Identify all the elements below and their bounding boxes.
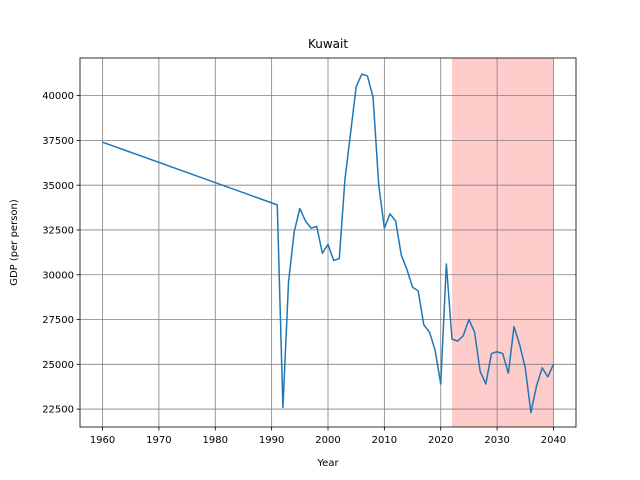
x-tick-label: 1980: [203, 435, 228, 446]
x-axis-ticks: 1960 1970 1980 1990 2000 2010 2020 2030 2040: [90, 427, 566, 446]
x-tick-label: 2010: [372, 435, 397, 446]
x-tick-label: 2030: [484, 435, 509, 446]
y-tick-label: 37500: [42, 136, 74, 147]
y-axis-title: GDP (per person): [9, 199, 20, 286]
y-tick-label: 40000: [42, 91, 74, 102]
x-tick-label: 2000: [315, 435, 340, 446]
y-tick-label: 30000: [42, 270, 74, 281]
series-line: [102, 73, 555, 414]
x-tick-label: 1970: [146, 435, 171, 446]
grid-lines: [80, 58, 576, 427]
x-tick-label: 2040: [541, 435, 566, 446]
forecast-highlight-band: [452, 58, 554, 427]
x-tick-label: 2020: [428, 435, 453, 446]
chart-title: Kuwait: [308, 37, 348, 51]
y-tick-label: 32500: [42, 226, 74, 237]
y-tick-label: 25000: [42, 360, 74, 371]
y-tick-label: 22500: [42, 405, 74, 416]
y-axis-ticks: 22500 25000 27500 30000 32500 35000 37500 40000: [42, 91, 80, 416]
x-tick-label: 1960: [90, 435, 115, 446]
x-axis-title: Year: [316, 458, 339, 469]
series-line-layer: [102, 73, 555, 414]
y-tick-label: 27500: [42, 315, 74, 326]
x-tick-label: 1990: [259, 435, 284, 446]
y-tick-label: 35000: [42, 181, 74, 192]
forecast-highlight-layer: [452, 58, 554, 427]
